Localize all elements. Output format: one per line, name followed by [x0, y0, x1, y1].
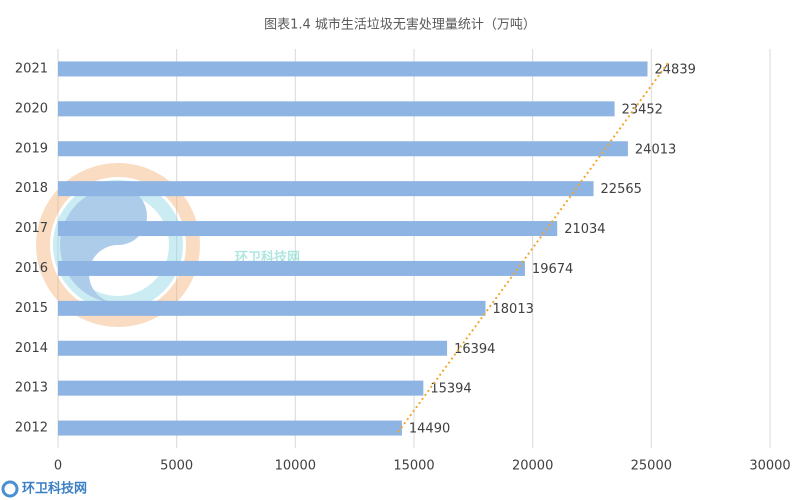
y-tick-label: 2018 [15, 181, 48, 196]
data-label: 14490 [409, 422, 450, 437]
data-label: 21034 [564, 222, 605, 237]
data-label: 15394 [430, 382, 471, 397]
chart-title: 图表1.4 城市生活垃圾无害处理量统计（万吨） [264, 17, 536, 33]
bar [58, 300, 486, 316]
y-tick-label: 2019 [15, 141, 48, 156]
footer-logo [1, 480, 19, 498]
bar [58, 221, 558, 237]
bar [58, 101, 615, 117]
trend-line [397, 62, 669, 433]
data-label: 19674 [532, 262, 573, 277]
footer-text: 环卫科技网 [22, 481, 87, 497]
bar [58, 260, 525, 276]
bar [58, 141, 628, 157]
x-tick-label: 0 [54, 459, 62, 474]
y-tick-label: 2012 [15, 421, 48, 436]
data-label: 23452 [622, 102, 663, 117]
bar [58, 181, 594, 197]
data-label: 24013 [635, 142, 676, 157]
y-tick-label: 2021 [15, 61, 48, 76]
y-tick-label: 2013 [15, 381, 48, 396]
y-tick-label: 2015 [15, 301, 48, 316]
x-tick-label: 30000 [749, 459, 790, 474]
y-tick-label: 2016 [15, 261, 48, 276]
x-tick-label: 20000 [512, 459, 553, 474]
data-label: 24839 [655, 62, 696, 77]
bar [58, 340, 448, 356]
x-tick-label: 5000 [160, 459, 193, 474]
bar [58, 61, 648, 77]
data-label: 18013 [493, 302, 534, 317]
data-label: 22565 [601, 182, 642, 197]
bar [58, 380, 424, 396]
x-tick-label: 15000 [393, 459, 434, 474]
y-tick-label: 2017 [15, 221, 48, 236]
bar [58, 420, 402, 436]
data-label: 16394 [454, 342, 495, 357]
x-tick-label: 10000 [275, 459, 316, 474]
y-tick-label: 2020 [15, 101, 48, 116]
y-tick-label: 2014 [15, 341, 48, 356]
x-tick-label: 25000 [631, 459, 672, 474]
